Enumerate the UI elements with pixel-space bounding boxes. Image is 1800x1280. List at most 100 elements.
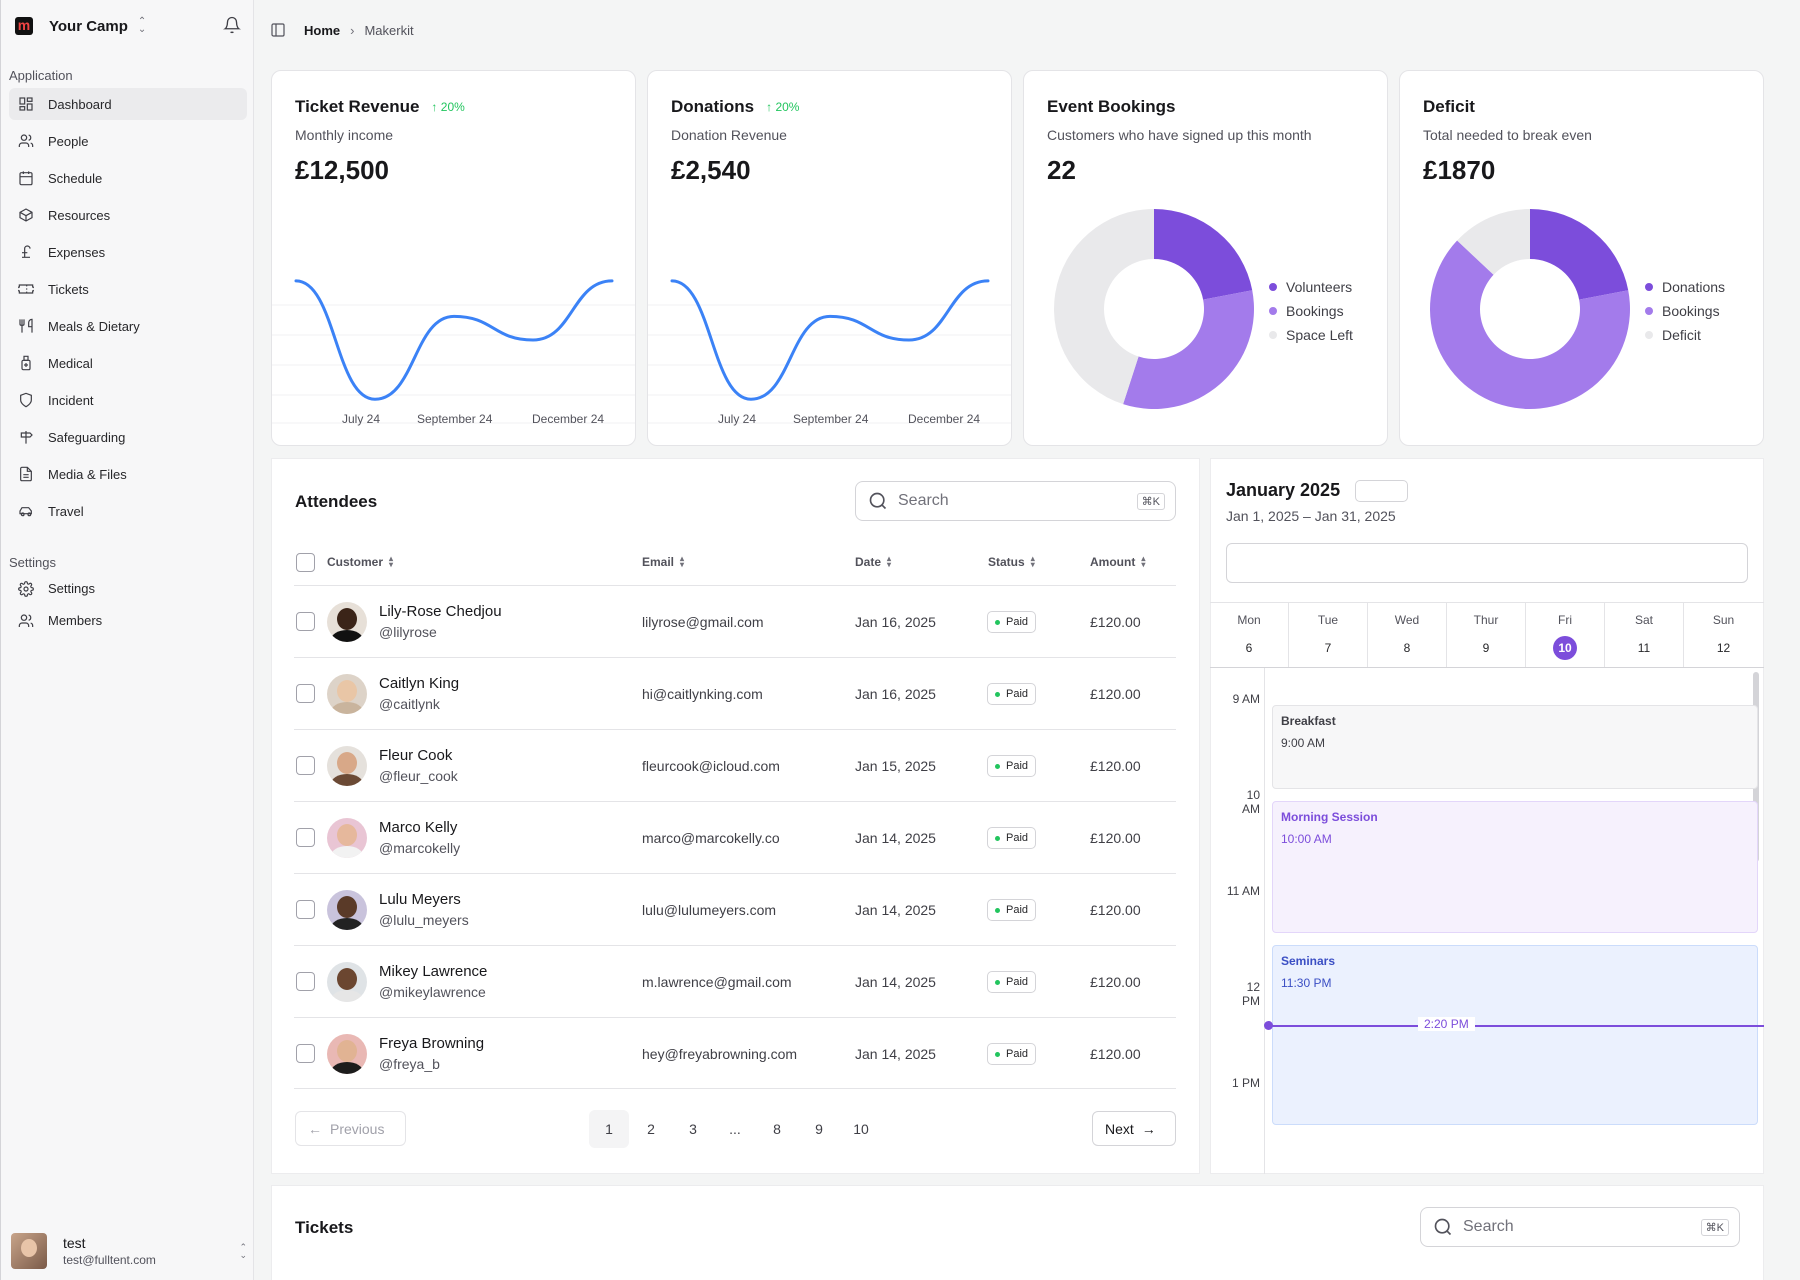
trend-badge: ↑ 20% — [431, 100, 465, 114]
pie-slice-donations[interactable] — [1530, 209, 1629, 300]
pie-slice-bookings[interactable] — [1430, 240, 1630, 409]
legend-item: Space Left — [1269, 323, 1353, 347]
previous-label: Previous — [330, 1120, 385, 1137]
select-all-checkbox[interactable] — [296, 553, 315, 572]
table-row[interactable]: Marco Kelly @marcokelly marco@marcokelly… — [294, 801, 1176, 873]
sidebar-item-settings[interactable]: Settings — [9, 575, 247, 602]
divider — [1210, 602, 1764, 603]
breadcrumb-current: Makerkit — [364, 22, 414, 38]
chevron-right-icon: › — [350, 22, 355, 38]
day-column-sat[interactable]: Sat 11 — [1605, 603, 1684, 667]
deficit-donut-chart — [1430, 209, 1630, 409]
sidebar-item-members[interactable]: Members — [9, 607, 247, 634]
application-group-label: Application — [9, 68, 73, 83]
row-checkbox[interactable] — [296, 828, 315, 847]
legend-swatch — [1269, 331, 1277, 339]
pie-slice-space-left[interactable] — [1054, 209, 1154, 405]
sidebar-item-incident[interactable]: Incident — [9, 384, 247, 416]
sidebar-item-label: Travel — [48, 503, 84, 519]
booking-date: Jan 14, 2025 — [855, 902, 936, 918]
page-1[interactable]: 1 — [589, 1110, 629, 1148]
column-header-customer[interactable]: Customer ▴ ▾ — [327, 555, 393, 570]
sidebar-toggle-icon[interactable] — [270, 22, 286, 38]
tickets-search-input[interactable]: Search ⌘K — [1420, 1207, 1740, 1247]
calendar-filter-input[interactable] — [1226, 543, 1748, 583]
previous-button[interactable]: ← Previous — [295, 1111, 406, 1146]
table-row[interactable]: Lily-Rose Chedjou @lilyrose lilyrose@gma… — [294, 585, 1176, 657]
row-checkbox[interactable] — [296, 972, 315, 991]
next-button[interactable]: Next → — [1092, 1111, 1176, 1146]
page-10[interactable]: 10 — [853, 1121, 869, 1137]
sidebar-item-meals[interactable]: Meals & Dietary — [9, 310, 247, 342]
sidebar-item-expenses[interactable]: Expenses — [9, 236, 247, 268]
attendees-search-input[interactable]: Search ⌘K — [855, 481, 1176, 521]
gear-icon — [18, 580, 34, 597]
day-column-wed[interactable]: Wed 8 — [1368, 603, 1447, 667]
row-checkbox[interactable] — [296, 1044, 315, 1063]
search-placeholder: Search — [898, 492, 949, 509]
table-row[interactable]: Caitlyn King @caitlynk hi@caitlynking.co… — [294, 657, 1176, 729]
day-column-sun[interactable]: Sun 12 — [1684, 603, 1763, 667]
current-time-dot — [1264, 1021, 1273, 1030]
avatar — [327, 746, 367, 786]
keyboard-shortcut: ⌘K — [1136, 493, 1165, 510]
breadcrumb-home[interactable]: Home — [304, 22, 341, 38]
arrow-right-icon: → — [1141, 1120, 1156, 1137]
chart-legend: Donations Bookings Deficit — [1645, 275, 1725, 347]
row-checkbox[interactable] — [296, 684, 315, 703]
chevron-updown-icon: ⌃ ⌄ — [137, 16, 147, 35]
team-switcher[interactable]: m Your Camp ⌃ ⌄ — [15, 14, 241, 38]
sidebar-item-dashboard[interactable]: Dashboard — [9, 88, 247, 120]
table-row[interactable]: Fleur Cook @fleur_cook fleurcook@icloud.… — [294, 729, 1176, 801]
day-number: 7 — [1324, 641, 1332, 655]
pie-slice-deficit[interactable] — [1457, 209, 1530, 275]
sidebar-item-medical[interactable]: Medical — [9, 347, 247, 379]
day-column-tue[interactable]: Tue 7 — [1289, 603, 1368, 667]
event-breakfast[interactable]: Breakfast 9:00 AM — [1272, 705, 1758, 789]
customer-handle: @caitlynk — [379, 696, 440, 712]
row-checkbox[interactable] — [296, 756, 315, 775]
settings-nav: Settings Members — [9, 575, 247, 639]
team-name: Your Camp — [49, 17, 128, 35]
time-label: 12 PM — [1242, 980, 1260, 1008]
column-header-date[interactable]: Date ▴ ▾ — [855, 555, 891, 570]
medical-icon — [21, 355, 31, 371]
sidebar-item-schedule[interactable]: Schedule — [9, 162, 247, 194]
tickets-title: Tickets — [295, 1218, 354, 1237]
pie-slice-volunteers[interactable] — [1154, 209, 1253, 300]
sidebar-item-resources[interactable]: Resources — [9, 199, 247, 231]
sidebar-item-people[interactable]: People — [9, 125, 247, 157]
column-header-amount[interactable]: Amount ▴ ▾ — [1090, 555, 1145, 570]
sidebar-item-media[interactable]: Media & Files — [9, 458, 247, 490]
page-2[interactable]: 2 — [647, 1121, 655, 1137]
row-checkbox[interactable] — [296, 612, 315, 631]
day-number: 8 — [1403, 641, 1411, 655]
user-menu[interactable]: test test@fulltent.com ⌃ ⌄ — [11, 1232, 247, 1270]
row-checkbox[interactable] — [296, 900, 315, 919]
event-seminars[interactable]: Seminars 11:30 PM — [1272, 945, 1758, 1125]
page-9[interactable]: 9 — [815, 1121, 823, 1137]
status-badge: Paid — [987, 971, 1037, 993]
day-column-fri[interactable]: Fri 10 — [1526, 603, 1605, 667]
day-column-thu[interactable]: Thur 9 — [1447, 603, 1526, 667]
series-line — [294, 279, 614, 401]
sidebar-item-travel[interactable]: Travel — [9, 495, 247, 527]
sidebar-item-tickets[interactable]: Tickets — [9, 273, 247, 305]
calendar-view-select[interactable] — [1355, 480, 1408, 502]
column-header-status[interactable]: Status ▴ ▾ — [988, 555, 1035, 570]
table-row[interactable]: Freya Browning @freya_b hey@freyabrownin… — [294, 1017, 1176, 1089]
event-morning-session[interactable]: Morning Session 10:00 AM — [1272, 801, 1758, 933]
column-header-email[interactable]: Email ▴ ▾ — [642, 555, 684, 570]
customer-email: hey@freyabrowning.com — [642, 1046, 798, 1062]
day-column-mon[interactable]: Mon 6 — [1210, 603, 1289, 667]
customer-handle: @mikeylawrence — [379, 984, 486, 1000]
sidebar-item-safeguarding[interactable]: Safeguarding — [9, 421, 247, 453]
table-row[interactable]: Lulu Meyers @lulu_meyers lulu@lulumeyers… — [294, 873, 1176, 945]
pie-slice-bookings[interactable] — [1123, 290, 1254, 409]
legend-label: Bookings — [1286, 303, 1344, 319]
bell-icon[interactable] — [223, 16, 241, 34]
customer-handle: @lilyrose — [379, 624, 437, 640]
page-8[interactable]: 8 — [773, 1121, 781, 1137]
table-row[interactable]: Mikey Lawrence @mikeylawrence m.lawrence… — [294, 945, 1176, 1017]
page-3[interactable]: 3 — [689, 1121, 697, 1137]
